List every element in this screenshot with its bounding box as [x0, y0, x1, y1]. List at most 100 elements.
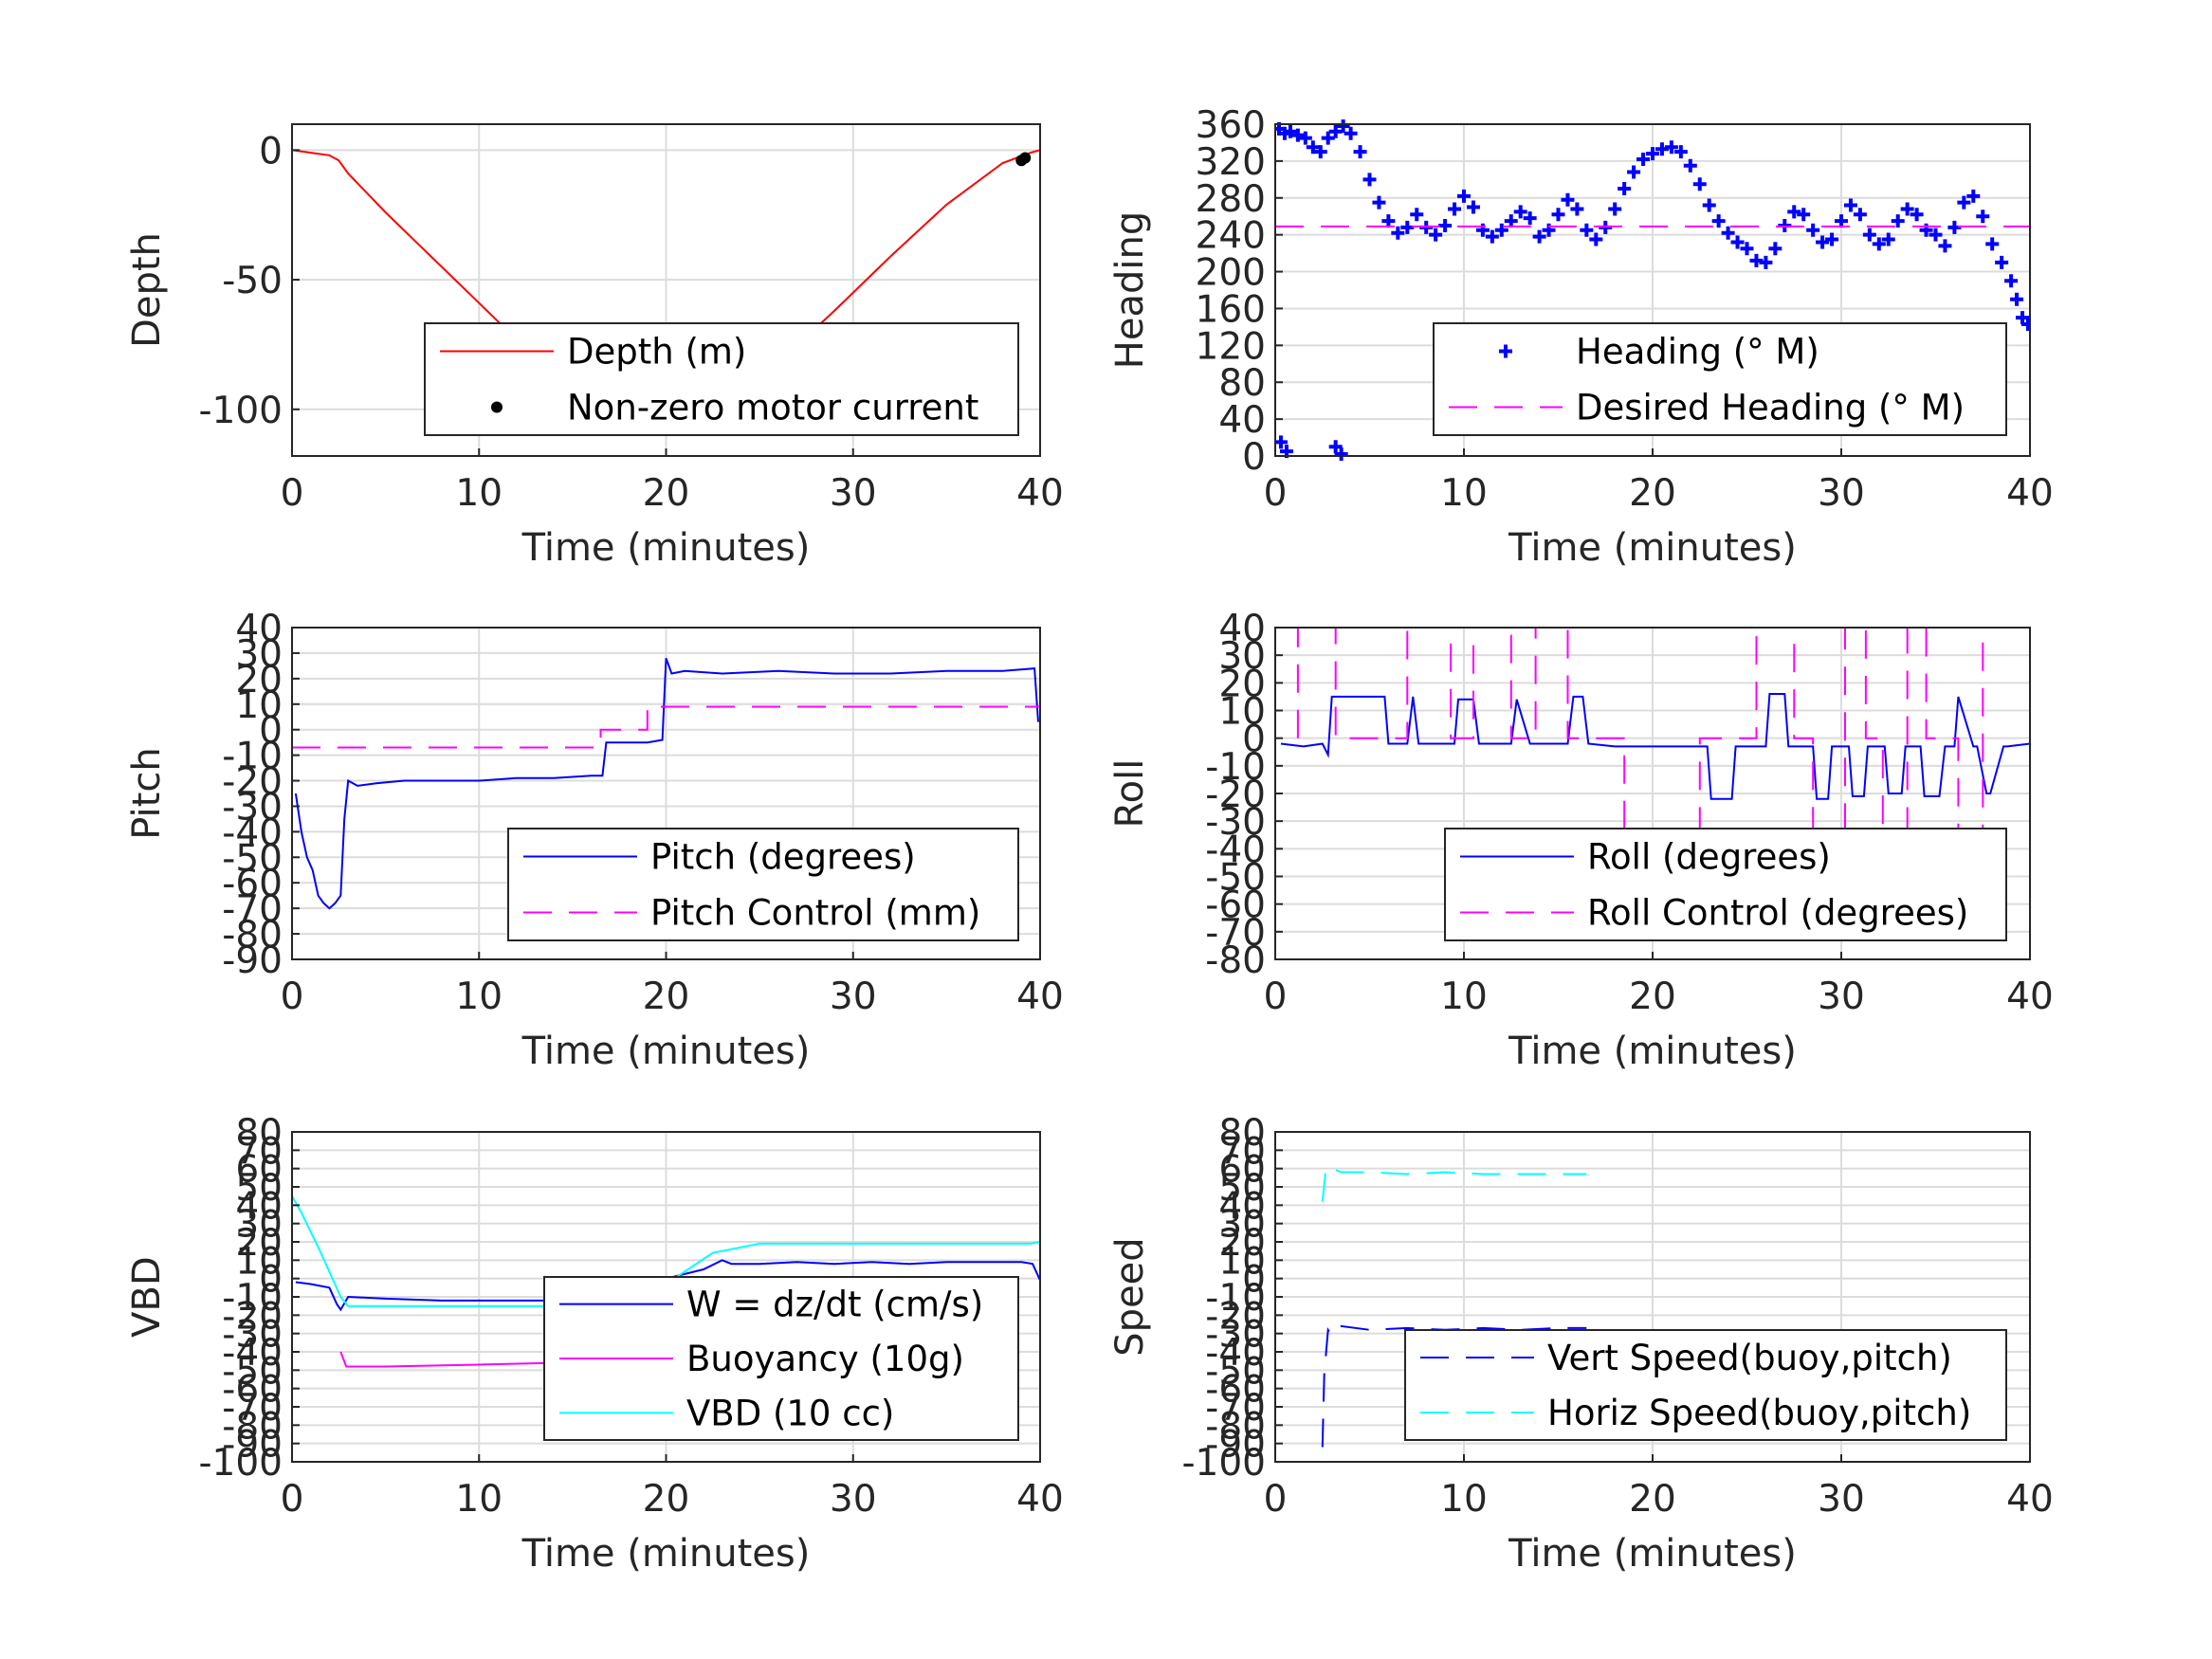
heading-series-0-point: [1321, 131, 1335, 145]
heading-series-0-point: [1862, 228, 1876, 242]
heading-series-0-point: [1692, 177, 1707, 191]
roll-plot-area: [1280, 627, 2030, 850]
heading-series-0-point: [1494, 223, 1508, 237]
heading-series-0-point: [1290, 128, 1305, 142]
heading-ytick-label: 200: [1196, 252, 1266, 295]
vbd-ytick-label: -70: [222, 1387, 283, 1430]
heading-series-0-point: [1806, 223, 1820, 237]
speed-ytick-label: -70: [1205, 1387, 1266, 1430]
heading-series-0-point: [1636, 152, 1651, 166]
vbd-xtick-label: 20: [643, 1478, 690, 1521]
heading-series-0-point: [1938, 239, 1952, 253]
heading-series-0-point: [1570, 202, 1584, 216]
heading-series-0-point: [1721, 226, 1735, 240]
depth-xtick-label: 10: [455, 472, 503, 515]
heading-series-0-point: [1410, 208, 1424, 222]
speed-legend: Vert Speed(buoy,pitch) Horiz Speed(buoy,p…: [1404, 1329, 2007, 1441]
pitch-ylabel: Pitch: [125, 747, 169, 839]
speed-ytick-label: -20: [1205, 1295, 1266, 1338]
roll-ytick-label: 10: [1218, 691, 1266, 734]
speed-legend-box: [1404, 1329, 2007, 1441]
heading-series-0-point: [1513, 205, 1527, 219]
vbd-ytick-label: 40: [235, 1185, 283, 1228]
pitch-ytick-label: 30: [235, 633, 283, 676]
pitch-plot-area: [292, 657, 1040, 910]
roll-xtick-label: 0: [1264, 975, 1288, 1018]
heading-series-0-point: [1608, 202, 1622, 216]
vbd-ytick-label: -90: [222, 1424, 283, 1467]
vbd-legend: W = dz/dt (cm/s) Buoyancy (10g) VBD (10 cc…: [543, 1276, 1019, 1441]
roll-ytick-label: 40: [1218, 608, 1266, 650]
pitch-series-0-line: [294, 657, 1039, 910]
heading-ytick-label: 0: [1242, 436, 1266, 479]
speed-xtick-label: 40: [2006, 1478, 2054, 1521]
pitch-legend-label: Pitch Control (mm): [650, 893, 980, 934]
heading-series-0-point: [1711, 214, 1726, 228]
pitch-ytick-label: 10: [235, 684, 283, 727]
heading-series-0-point: [1344, 126, 1358, 140]
heading-legend-label: Heading (° M): [1576, 332, 1819, 373]
vbd-xtick-label: 10: [455, 1478, 503, 1521]
heading-legend-box: [1433, 322, 2007, 436]
pitch-legend: Pitch (degrees) Pitch Control (mm): [507, 828, 1019, 941]
vbd-xtick-label: 0: [281, 1478, 304, 1521]
heading-series-0-point: [1313, 145, 1327, 159]
heading-series-0-point: [1551, 208, 1565, 222]
heading-series-0-point: [1372, 195, 1386, 210]
heading-series-0-point: [1328, 124, 1343, 138]
vbd-legend-label: VBD (10 cc): [686, 1393, 894, 1433]
heading-series-0-point: [1580, 223, 1594, 237]
heading-ytick-label: 80: [1218, 362, 1266, 405]
speed-ytick-label: -60: [1205, 1369, 1266, 1412]
heading-series-0-point: [1466, 200, 1480, 214]
heading-xtick-label: 10: [1440, 472, 1488, 515]
depth-chart: 0 10 20 30 40 0 -50 -100 Time (minutes) Depth Dept…: [125, 123, 1064, 570]
roll-xtick-label: 10: [1440, 975, 1488, 1018]
depth-ytick-label: -100: [198, 390, 283, 432]
roll-ytick-label: -60: [1205, 884, 1266, 927]
heading-xtick-label: 40: [2006, 472, 2054, 515]
depth-legend: Depth (m) Non-zero motor current: [424, 322, 1019, 436]
heading-series-0-point: [1995, 255, 2009, 269]
vbd-legend-label: W = dz/dt (cm/s): [686, 1285, 983, 1325]
depth-xtick-label: 20: [643, 472, 690, 515]
roll-legend-label: Roll Control (degrees): [1587, 893, 1968, 934]
vbd-xtick-label: 40: [1016, 1478, 1064, 1521]
heading-legend-swatch: [1499, 344, 1512, 358]
vbd-xtick-label: 30: [830, 1478, 877, 1521]
roll-xtick-label: 20: [1629, 975, 1676, 1018]
speed-ytick-label: 50: [1218, 1167, 1266, 1210]
roll-xtick-label: 30: [1818, 975, 1865, 1018]
roll-ytick-label: -20: [1205, 774, 1266, 816]
heading-series-0-point: [1966, 189, 1981, 203]
heading-series-0-point: [1618, 182, 1632, 196]
speed-ytick-label: -40: [1205, 1332, 1266, 1375]
speed-ytick-label: 10: [1218, 1240, 1266, 1283]
depth-ytick-label: 0: [259, 130, 283, 173]
heading-series-0-point: [1835, 214, 1848, 228]
roll-xtick-label: 40: [2006, 975, 2054, 1018]
pitch-ytick-label: -40: [222, 811, 283, 854]
roll-ytick-label: 20: [1218, 663, 1266, 705]
roll-series-0-line: [1280, 693, 2030, 800]
heading-series-0-point: [1881, 232, 1895, 246]
depth-legend-label: Depth (m): [567, 332, 746, 373]
heading-series-0-point: [1336, 118, 1350, 133]
heading-ytick-label: 240: [1196, 215, 1266, 258]
speed-ytick-label: -90: [1205, 1424, 1266, 1467]
vbd-ytick-label: 10: [235, 1240, 283, 1283]
pitch-xtick-label: 30: [830, 975, 877, 1018]
heading-xtick-label: 20: [1629, 472, 1676, 515]
heading-ytick-label: 40: [1218, 399, 1266, 442]
depth-legend-label: Non-zero motor current: [567, 388, 978, 428]
heading-series-0-point: [1797, 208, 1811, 222]
pitch-ytick-label: -80: [222, 914, 283, 957]
roll-ytick-label: -10: [1205, 746, 1266, 789]
speed-ytick-label: 60: [1218, 1149, 1266, 1192]
vbd-ytick-label: 0: [259, 1259, 283, 1302]
heading-series-0-point: [1825, 232, 1839, 246]
heading-series-0-point: [1448, 202, 1462, 216]
speed-ytick-label: 30: [1218, 1204, 1266, 1247]
pitch-xtick-label: 40: [1016, 975, 1064, 1018]
heading-series-0-point: [1929, 228, 1943, 242]
